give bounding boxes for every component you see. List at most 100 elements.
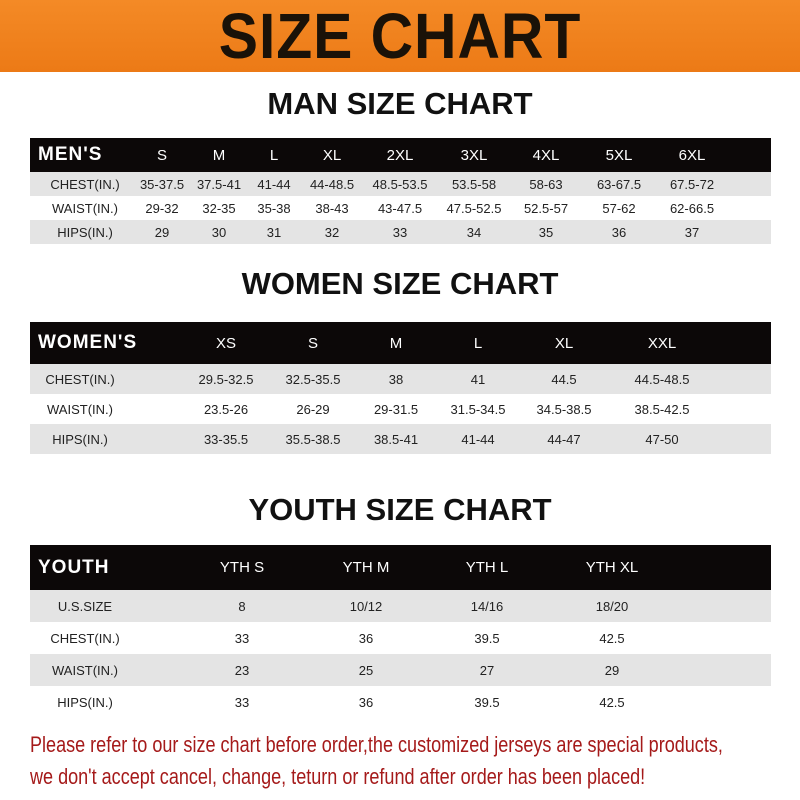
table-cell: 26-29 — [296, 401, 330, 417]
table-cell: 44-48.5 — [309, 176, 355, 192]
table-cell: 10/12 — [349, 598, 383, 614]
table-cell: 44.5-48.5 — [634, 371, 690, 387]
youth-title: YOUTH SIZE CHART — [248, 492, 552, 527]
table-cell: 47.5-52.5 — [446, 200, 502, 216]
table-cell: 67.5-72 — [669, 176, 715, 192]
table-cell: 43-47.5 — [377, 200, 423, 216]
size-header: 3XL — [460, 146, 488, 164]
table-cell: 42.5 — [599, 630, 625, 646]
note-line-2: we don't accept cancel, change, teturn o… — [30, 764, 646, 789]
table-cell: 57-62 — [602, 200, 636, 216]
table-header-row: WOMEN'S XS S M L XL XXL — [30, 322, 771, 364]
row-label: WAIST(IN.) — [52, 200, 118, 216]
row-label: HIPS(IN.) — [57, 694, 113, 710]
size-header: L — [269, 146, 279, 164]
table-cell: 41-44 — [461, 431, 495, 447]
table-cell: 23.5-26 — [203, 401, 249, 417]
header-label: YOUTH — [38, 556, 110, 578]
table-cell: 18/20 — [595, 598, 629, 614]
table-cell: 48.5-53.5 — [372, 176, 428, 192]
table-cell: 34.5-38.5 — [536, 401, 592, 417]
table-row: HIPS(IN.) 33-35.5 35.5-38.5 38.5-41 41-44 44-… — [30, 424, 771, 454]
table-row: CHEST(IN.) 29.5-32.5 32.5-35.5 38 41 44.5 44.5… — [30, 364, 771, 394]
table-cell: 44-47 — [547, 431, 581, 447]
table-cell: 14/16 — [470, 598, 504, 614]
table-row: HIPS(IN.) 29 30 31 32 33 34 35 36 37 — [30, 220, 771, 244]
table-cell: 52.5-57 — [523, 200, 569, 216]
table-cell: 47-50 — [645, 431, 679, 447]
row-label: CHEST(IN.) — [45, 371, 115, 387]
table-cell: 29.5-32.5 — [198, 371, 254, 387]
table-cell: 41-44 — [257, 176, 291, 192]
size-header: XS — [215, 334, 237, 352]
row-label: WAIST(IN.) — [52, 662, 118, 678]
banner-title: SIZE CHART — [218, 0, 582, 72]
table-cell: 29-31.5 — [373, 401, 419, 417]
table-cell: 33 — [234, 630, 250, 646]
table-cell: 39.5 — [474, 694, 500, 710]
table-row: WAIST(IN.) 23.5-26 26-29 29-31.5 31.5-34.5 34… — [30, 394, 771, 424]
men-title: MAN SIZE CHART — [267, 86, 533, 121]
row-label: CHEST(IN.) — [50, 630, 120, 646]
size-header: YTH S — [219, 559, 265, 576]
table-row: WAIST(IN.) 23 25 27 29 — [30, 654, 771, 686]
header-label: MEN'S — [38, 144, 103, 165]
table-cell: 30 — [211, 224, 227, 240]
banner: SIZE CHART — [0, 0, 800, 72]
table-cell: 29-32 — [145, 200, 179, 216]
row-label: WAIST(IN.) — [47, 401, 113, 417]
table-cell: 36 — [611, 224, 627, 240]
size-header: M — [389, 334, 403, 352]
table-cell: 31.5-34.5 — [450, 401, 506, 417]
table-cell: 38 — [388, 371, 404, 387]
size-header: YTH M — [342, 559, 390, 576]
table-cell: 33 — [392, 224, 408, 240]
table-cell: 36 — [358, 694, 374, 710]
size-header: 6XL — [678, 146, 706, 164]
table-cell: 37.5-41 — [196, 176, 242, 192]
header-label: WOMEN'S — [38, 332, 138, 353]
size-header: S — [307, 334, 319, 352]
table-cell: 38-43 — [315, 200, 349, 216]
row-label: CHEST(IN.) — [50, 176, 120, 192]
table-cell: 32-35 — [202, 200, 236, 216]
table-cell: 42.5 — [599, 694, 625, 710]
table-cell: 63-67.5 — [596, 176, 642, 192]
table-cell: 38.5-41 — [373, 431, 419, 447]
women-size-table: WOMEN'S XS S M L XL XXL CHEST(IN.) 29.5-32.5 32.5… — [30, 322, 771, 454]
table-cell: 23 — [234, 662, 250, 678]
table-row: HIPS(IN.) 33 36 39.5 42.5 — [30, 686, 771, 718]
note-line-1: Please refer to our size chart before or… — [30, 732, 723, 757]
table-cell: 53.5-58 — [451, 176, 497, 192]
table-cell: 33-35.5 — [203, 431, 249, 447]
table-cell: 32 — [324, 224, 340, 240]
table-row: WAIST(IN.) 29-32 32-35 35-38 38-43 43-47.5 47.… — [30, 196, 771, 220]
table-cell: 44.5 — [551, 371, 577, 387]
men-size-table: MEN'S S M L XL 2XL 3XL 4XL 5XL 6XL CHEST(IN.) 35-37… — [30, 138, 771, 244]
size-header: XL — [554, 334, 574, 352]
size-header: 4XL — [532, 146, 560, 164]
youth-size-table: YOUTH YTH S YTH M YTH L YTH XL U.S.SIZE 8 10/12… — [30, 545, 771, 718]
table-cell: 25 — [358, 662, 374, 678]
size-header: L — [473, 334, 483, 352]
size-header: S — [156, 146, 168, 164]
size-header: YTH XL — [585, 559, 639, 576]
table-cell: 35-38 — [257, 200, 291, 216]
table-cell: 8 — [238, 598, 246, 614]
table-cell: 36 — [358, 630, 374, 646]
row-label: U.S.SIZE — [57, 598, 113, 614]
size-header: 5XL — [605, 146, 633, 164]
table-cell: 31 — [266, 224, 282, 240]
size-header: 2XL — [386, 146, 414, 164]
table-cell: 37 — [684, 224, 700, 240]
table-row: CHEST(IN.) 35-37.5 37.5-41 41-44 44-48.5 48.5… — [30, 172, 771, 196]
table-cell: 35.5-38.5 — [285, 431, 341, 447]
table-cell: 33 — [234, 694, 250, 710]
size-header: YTH L — [465, 559, 509, 576]
women-title: WOMEN SIZE CHART — [241, 266, 559, 301]
size-header: M — [212, 146, 226, 164]
table-cell: 41 — [470, 371, 486, 387]
table-cell: 32.5-35.5 — [285, 371, 341, 387]
size-header: XL — [322, 146, 342, 164]
table-cell: 29 — [154, 224, 170, 240]
